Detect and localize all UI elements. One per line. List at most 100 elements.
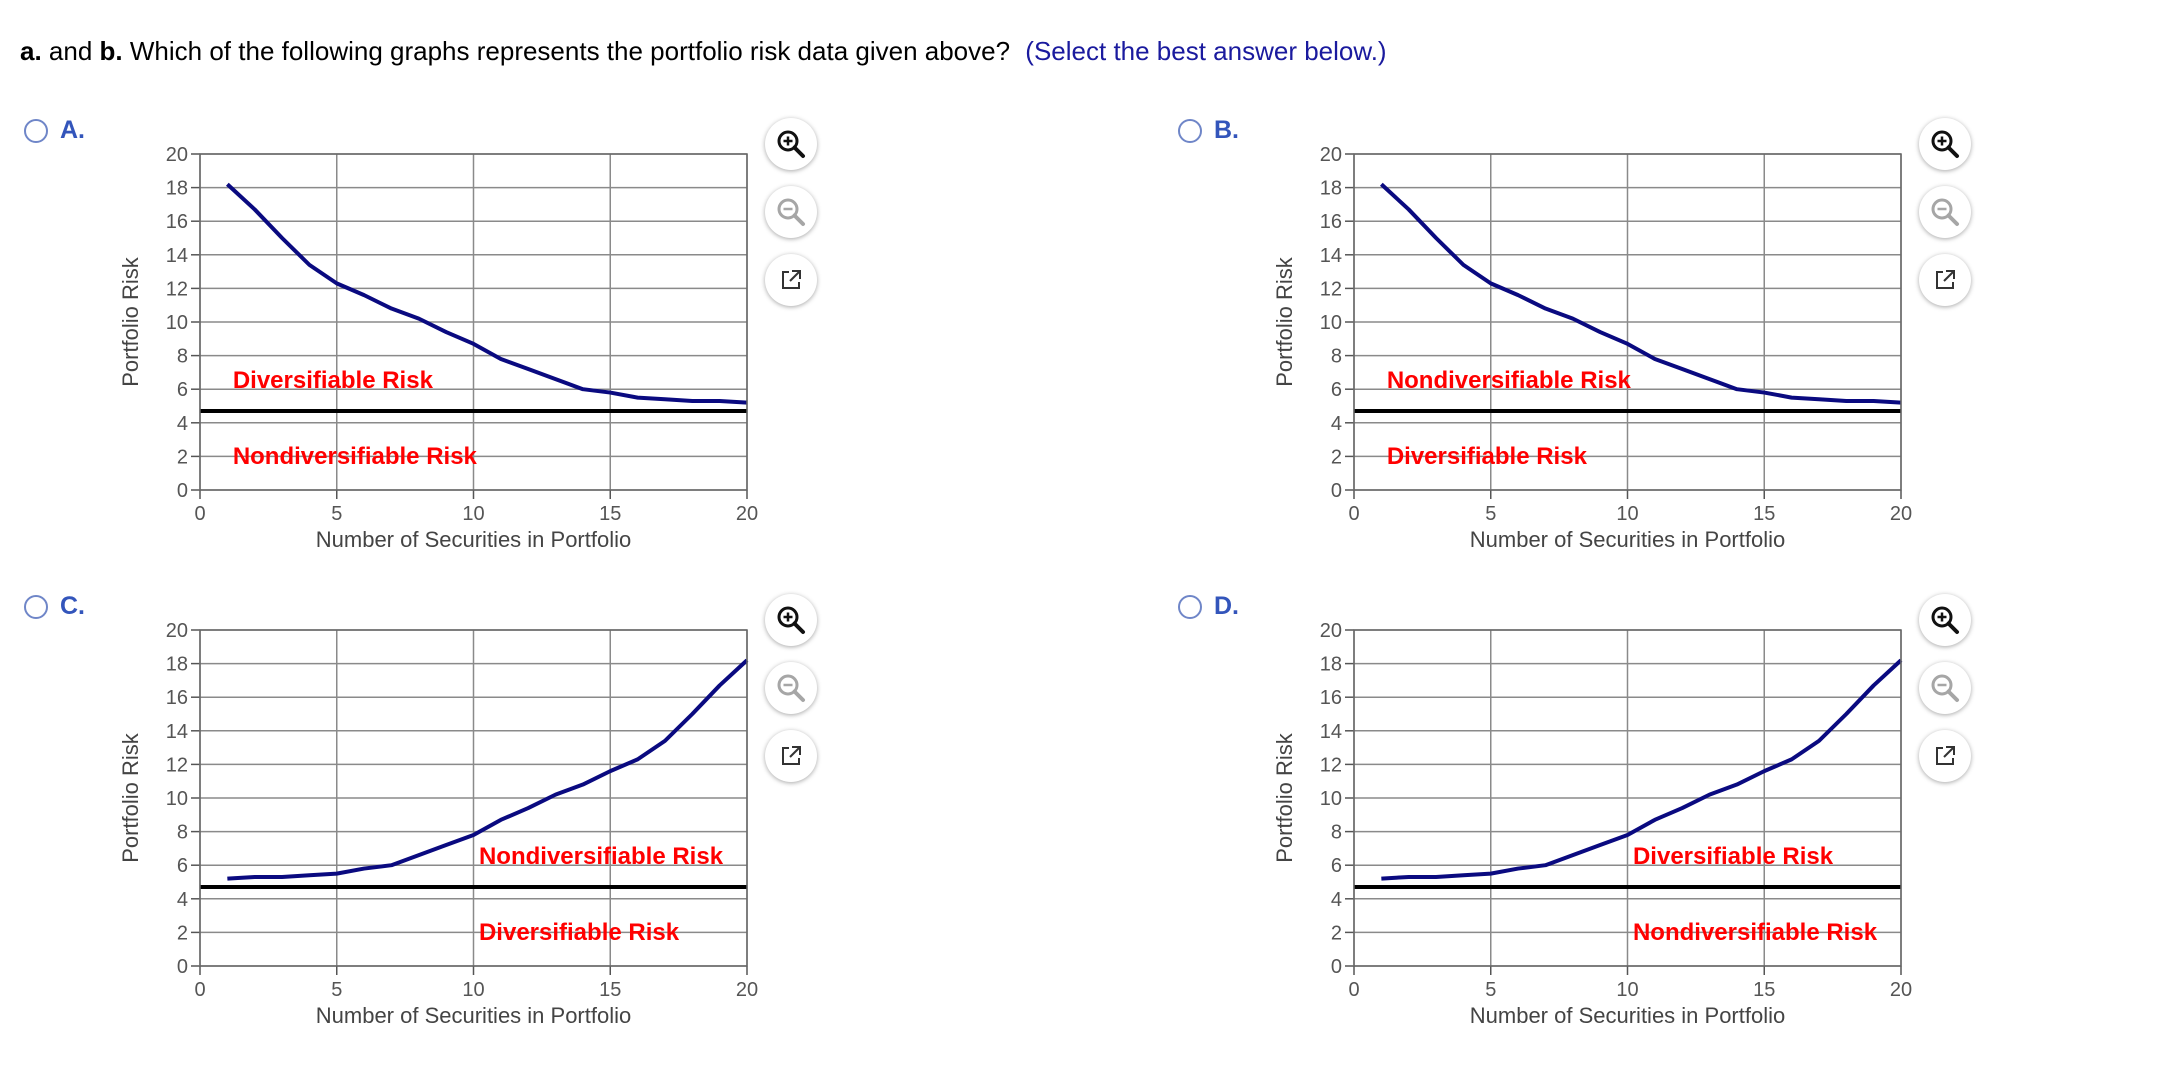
zoom-in-button[interactable] [765,594,817,646]
y-axis-title: Portfolio Risk [1272,732,1297,863]
y-tick-label: 2 [177,446,188,468]
popout-icon [1932,267,1958,293]
zoom-out-button[interactable] [1919,662,1971,714]
y-tick-label: 4 [1331,889,1342,911]
zoom-in-button[interactable] [1919,594,1971,646]
y-tick-label: 6 [177,379,188,401]
x-tick-label: 0 [194,503,205,525]
y-tick-label: 20 [166,620,188,642]
y-tick-label: 10 [1320,312,1342,334]
zoom-in-icon [776,129,806,159]
question-text: Which of the following graphs represents… [129,36,1011,66]
x-axis-title: Number of Securities in Portfolio [316,1003,631,1028]
y-tick-label: 16 [1320,687,1342,709]
option-c-radio[interactable] [24,594,48,619]
y-tick-label: 18 [166,178,188,200]
option-a-radio[interactable] [24,118,48,143]
option-b: B. 0 2 4 6 8 10 12 14 16 18 20 0 5 10 15 20 Number of Se… [1174,116,2174,586]
x-tick-label: 15 [599,503,621,525]
y-tick-label: 8 [1331,346,1342,368]
popout-button[interactable] [1919,730,1971,782]
y-tick-label: 0 [177,956,188,978]
x-tick-label: 5 [331,503,342,525]
popout-icon [1932,743,1958,769]
y-tick-label: 6 [177,855,188,877]
option-d-radio[interactable] [1178,594,1202,619]
option-c-label: C. [60,592,85,620]
chart-a: 0 2 4 6 8 10 12 14 16 18 20 0 5 10 15 20 Number of Secur… [100,118,780,568]
risk-curve [227,658,749,881]
y-tick-label: 20 [1320,620,1342,642]
zoom-out-icon [1930,197,1960,227]
zoom-out-button[interactable] [765,662,817,714]
option-d: D. 0 2 4 6 8 10 12 14 16 18 20 0 5 10 15 20 Number of Se… [1174,592,2174,1062]
x-tick-label: 15 [599,979,621,1001]
x-tick-label: 5 [331,979,342,1001]
x-tick-label: 20 [736,979,758,1001]
popout-icon [778,743,804,769]
y-tick-label: 16 [166,687,188,709]
option-d-choice[interactable]: D. [1178,592,1239,621]
part-b-label: b. [99,36,123,66]
y-tick-label: 4 [1331,413,1342,435]
option-a-choice[interactable]: A. [24,116,85,145]
x-tick-label: 15 [1753,503,1775,525]
y-tick-label: 10 [1320,788,1342,810]
x-tick-label: 15 [1753,979,1775,1001]
y-tick-label: 2 [1331,922,1342,944]
y-tick-label: 2 [1331,446,1342,468]
upper-risk-label: Diversifiable Risk [1633,843,1834,870]
upper-risk-label: Nondiversifiable Risk [479,843,724,870]
y-tick-label: 4 [177,889,188,911]
zoom-out-button[interactable] [1919,186,1971,238]
x-tick-label: 5 [1485,503,1496,525]
zoom-out-icon [776,673,806,703]
chart-a-svg: 0 2 4 6 8 10 12 14 16 18 20 0 5 10 15 20 Number of Secur… [118,144,758,552]
y-tick-label: 12 [166,754,188,776]
plot-frame [1353,153,1902,491]
y-tick-label: 20 [1320,144,1342,166]
zoom-in-button[interactable] [1919,118,1971,170]
y-tick-label: 14 [166,721,188,743]
chart-d-svg: 0 2 4 6 8 10 12 14 16 18 20 0 5 10 15 20 Number of Secur… [1272,620,1912,1028]
y-tick-label: 14 [166,245,188,267]
option-b-label: B. [1214,116,1239,144]
popout-button[interactable] [1919,254,1971,306]
y-axis-title: Portfolio Risk [118,256,143,387]
x-tick-label: 10 [462,503,484,525]
y-axis-title: Portfolio Risk [118,732,143,863]
zoom-in-icon [1930,605,1960,635]
risk-curve [225,182,748,405]
lower-risk-label: Diversifiable Risk [479,919,680,946]
y-tick-label: 12 [1320,278,1342,300]
zoom-in-button[interactable] [765,118,817,170]
zoom-out-icon [776,197,806,227]
x-tick-label: 10 [462,979,484,1001]
x-tick-label: 0 [194,979,205,1001]
y-tick-label: 12 [1320,754,1342,776]
zoom-out-icon [1930,673,1960,703]
option-b-radio[interactable] [1178,118,1202,143]
popout-button[interactable] [765,254,817,306]
x-axis-title: Number of Securities in Portfolio [1470,1003,1785,1028]
part-a-label: a. [20,36,42,66]
y-tick-label: 2 [177,922,188,944]
y-tick-label: 12 [166,278,188,300]
lower-risk-label: Diversifiable Risk [1387,443,1588,470]
y-tick-label: 0 [177,480,188,502]
zoom-out-button[interactable] [765,186,817,238]
x-tick-label: 5 [1485,979,1496,1001]
and-text: and [48,36,93,66]
option-c-choice[interactable]: C. [24,592,85,621]
option-b-choice[interactable]: B. [1178,116,1239,145]
y-tick-label: 18 [1320,178,1342,200]
x-tick-label: 10 [1616,979,1638,1001]
lower-risk-label: Nondiversifiable Risk [1633,919,1878,946]
option-a: A. 0 2 4 6 8 10 12 14 16 18 20 0 5 10 15 20 Number of Se… [20,116,1020,586]
popout-button[interactable] [765,730,817,782]
y-tick-label: 10 [166,312,188,334]
x-tick-label: 0 [1348,979,1359,1001]
plot-frame [1353,629,1902,967]
zoom-in-icon [776,605,806,635]
x-tick-label: 20 [736,503,758,525]
